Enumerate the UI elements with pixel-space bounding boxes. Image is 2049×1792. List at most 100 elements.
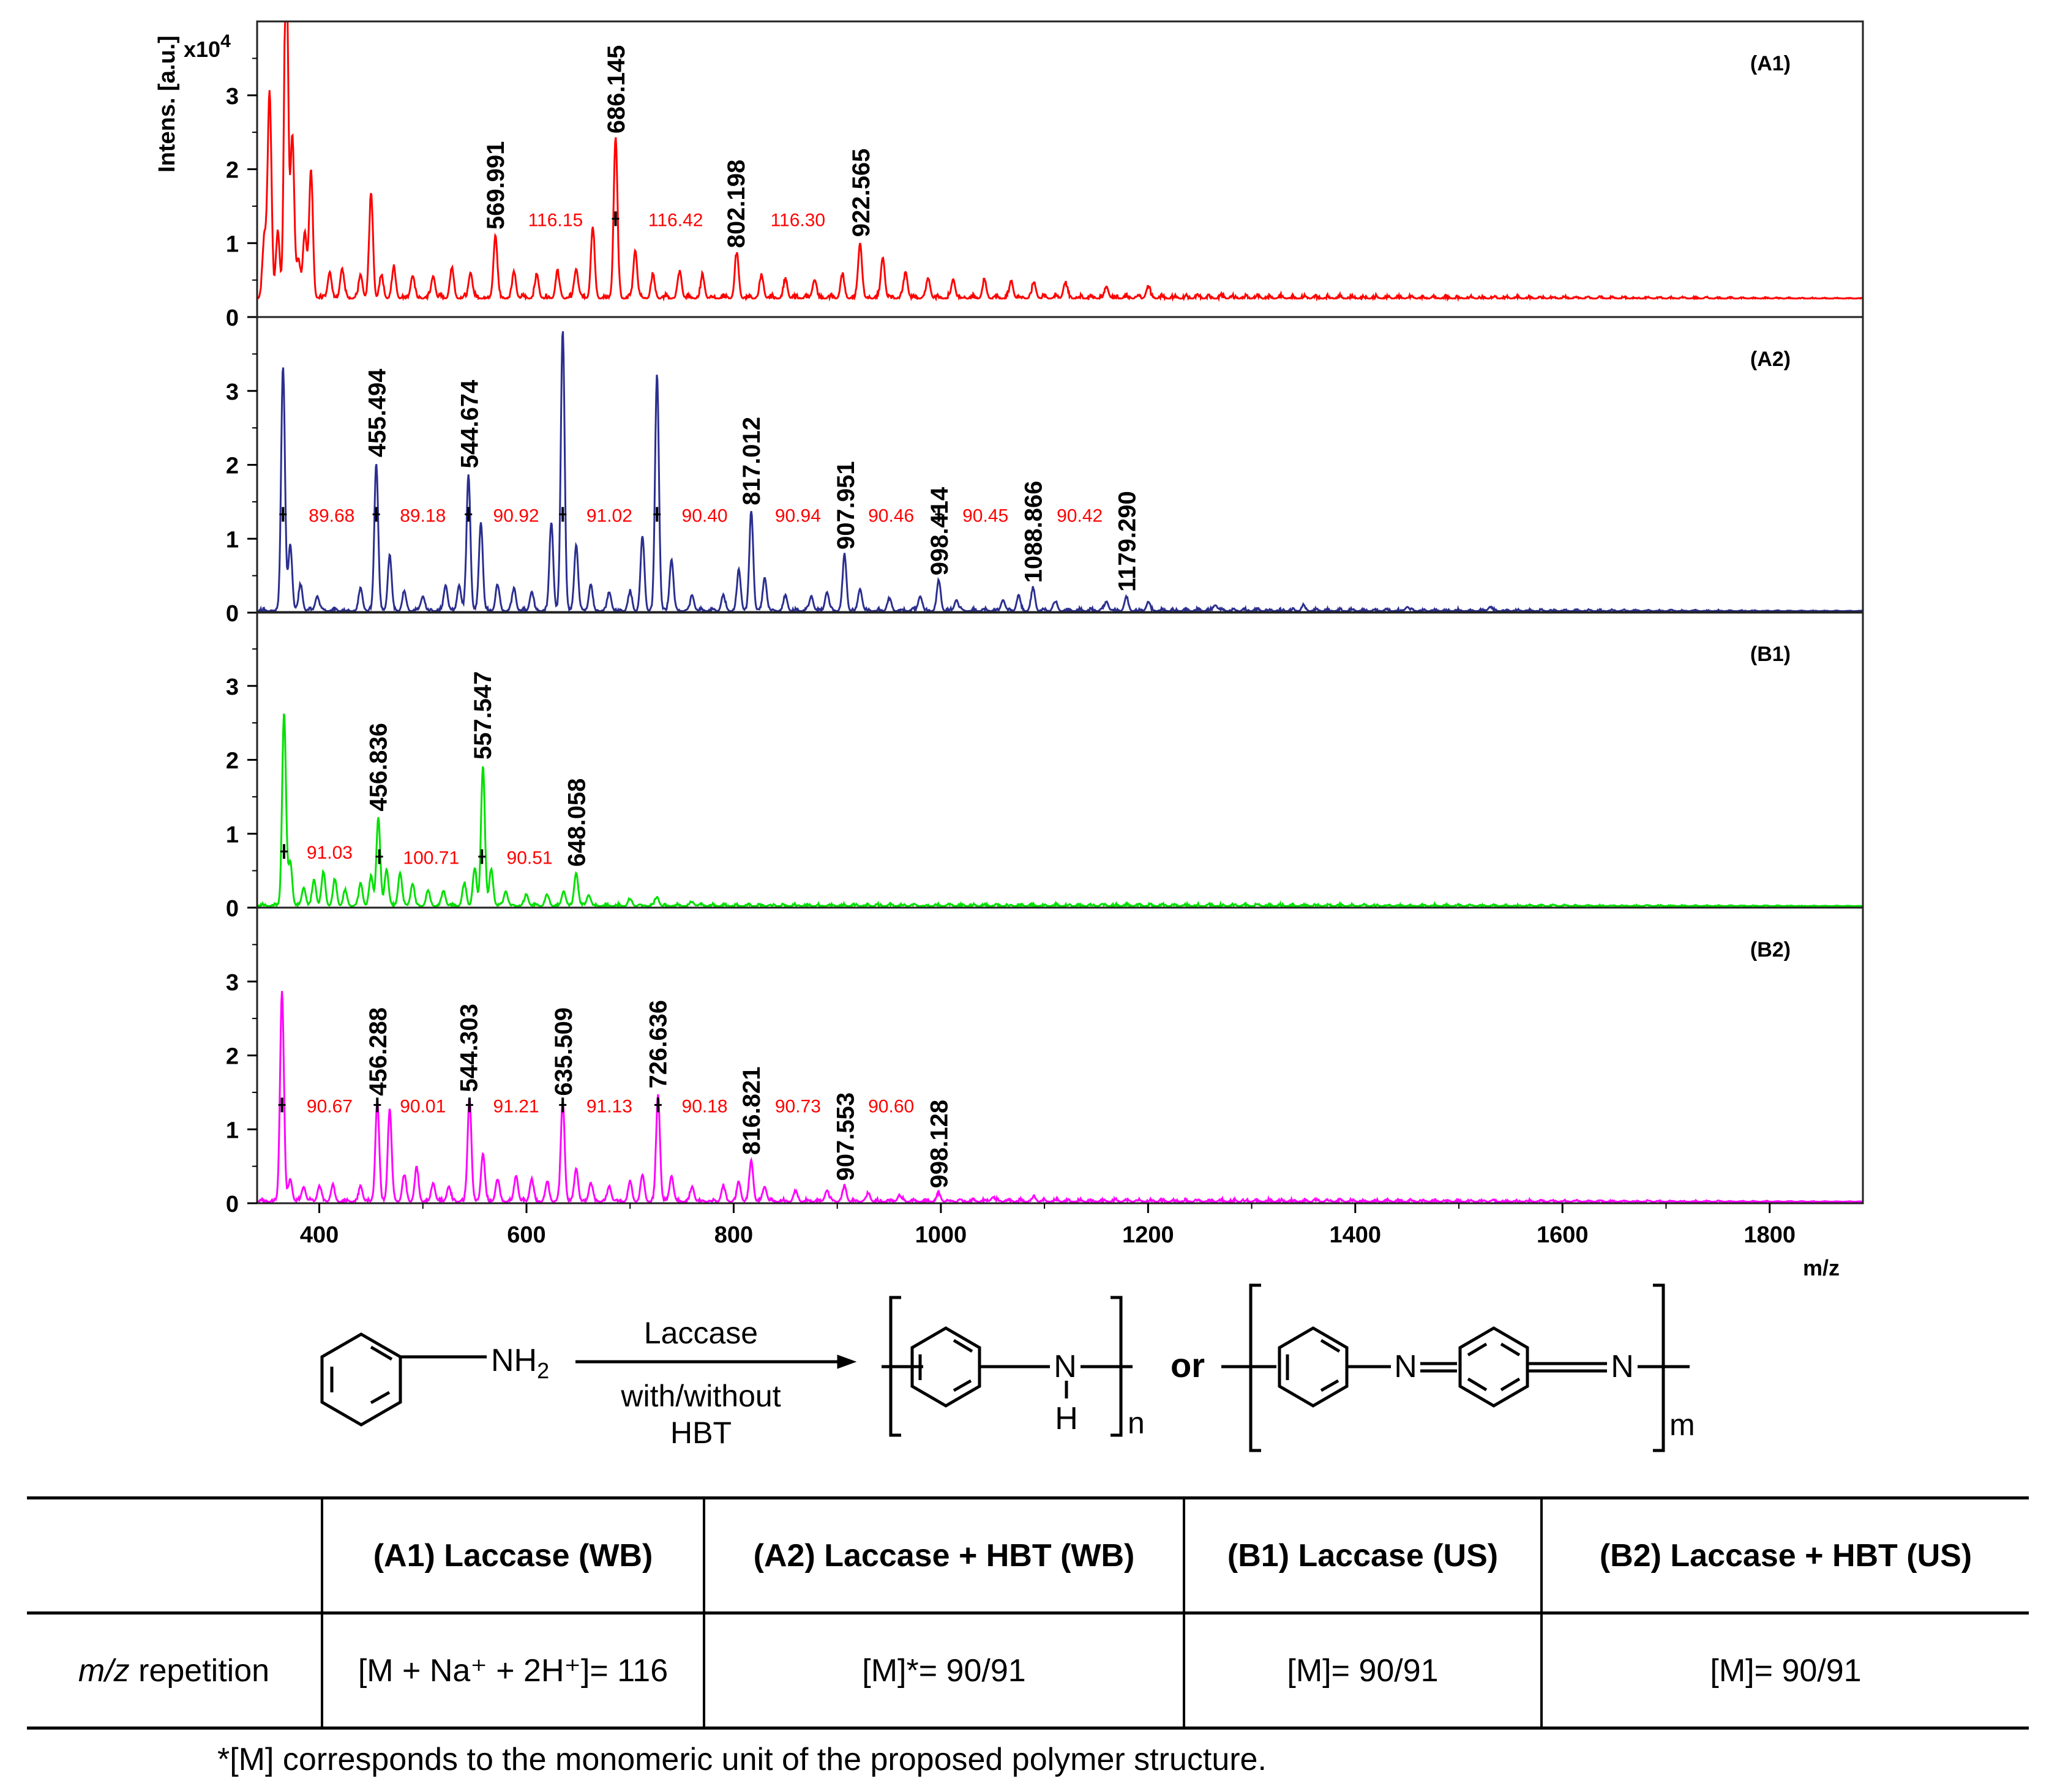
row-header: m/z repetition [27, 1613, 322, 1730]
peak-label: 456.288 [365, 1007, 392, 1096]
footnote: *[M] corresponds to the monomeric unit o… [217, 1742, 1267, 1777]
peak-label: 907.553 [832, 1092, 859, 1181]
peak-label: 544.674 [456, 379, 483, 468]
spacing-label: 91.02 [586, 506, 632, 526]
y-tick-label: 2 [226, 749, 239, 774]
imine-n2-label: N [1611, 1349, 1634, 1384]
spectrum-panel-a1: 0 1 2 3 (A1) 569.991 686.145 802.198 922.565 116.… [226, 20, 1864, 331]
imine-n1-label: N [1394, 1349, 1417, 1384]
x-tick-label: 800 [714, 1222, 753, 1248]
peak-label: 817.012 [738, 417, 765, 506]
amine-n-label: N [1054, 1349, 1077, 1384]
x-axis-label: m/z [1803, 1255, 1840, 1279]
y-tick-label: 1 [226, 231, 239, 257]
y-tick-label: 2 [226, 158, 239, 184]
peak-label: 569.991 [482, 141, 509, 230]
spacing-label: 90.01 [400, 1096, 446, 1116]
spacing-label: 91.21 [493, 1096, 539, 1116]
spacing-label: 90.45 [962, 506, 1008, 526]
spectrum-panel-b2: 0 1 2 3 (B2) 456.288 544.303 635.509 726.636 816.… [226, 906, 1864, 1217]
spacing-label: 90.73 [775, 1096, 821, 1116]
x-tick-label: 1600 [1537, 1222, 1589, 1248]
peak-label: 544.303 [456, 1004, 483, 1092]
y-tick-label: 3 [226, 970, 239, 996]
repeat-subscript-m: m [1669, 1408, 1695, 1442]
panel-frame [256, 906, 1864, 1204]
x-tick-label: 600 [507, 1222, 545, 1248]
table-cell: [M]= 90/91 [1183, 1613, 1541, 1730]
y-tick-label: 0 [226, 1192, 239, 1217]
x-tick-label: 1800 [1744, 1222, 1796, 1248]
condition-label-line1: with/without [620, 1379, 781, 1413]
peak-label: 998.128 [926, 1100, 953, 1189]
peak-label: 456.836 [365, 723, 392, 812]
table-header-row: (A1) Laccase (WB) (A2) Laccase + HBT (WB… [27, 1496, 2029, 1615]
spectrum-trace-b2 [257, 991, 1863, 1203]
y-tick-label: 1 [226, 1118, 239, 1143]
peak-label: 455.494 [364, 368, 391, 457]
y-tick-label: 3 [226, 84, 239, 110]
spacing-label: 90.92 [493, 506, 539, 526]
panel-label-b1: (B1) [1750, 643, 1791, 666]
reaction-arrow [575, 1354, 857, 1369]
spacing-label: 90.18 [682, 1096, 728, 1116]
spacing-label: 91.03 [307, 843, 353, 863]
table-row: m/z repetition [M + Na⁺ + 2H⁺]= 116 [M]*… [27, 1613, 2029, 1730]
peak-label: 1088.866 [1020, 481, 1047, 583]
y-tick-label: 1 [226, 822, 239, 848]
leucoemeraldine-repeat-unit [882, 1296, 1133, 1437]
panel-label-b2: (B2) [1750, 938, 1791, 961]
table-header-cell: (B1) Laccase (US) [1183, 1496, 1541, 1615]
table-header-cell: (A2) Laccase + HBT (WB) [703, 1496, 1184, 1615]
y-axis-label: Intens. [a.u.] [154, 35, 180, 173]
spacing-label: 91.13 [586, 1096, 632, 1116]
table-cell: [M]*= 90/91 [703, 1613, 1184, 1730]
peak-label: 802.198 [723, 160, 750, 248]
panel-label-a1: (A1) [1750, 52, 1791, 75]
amine-h-label: H [1055, 1401, 1078, 1436]
y-tick-label: 3 [226, 674, 239, 700]
spacing-label: 90.67 [307, 1096, 353, 1116]
y-multiplier: x104 [184, 31, 231, 62]
y-tick-label: 0 [226, 305, 239, 331]
spectrum-panel-b1: 0 1 2 3 (B1) 456.836 557.547 648.058 91.03 100.71… [226, 611, 1864, 922]
y-tick-label: 2 [226, 454, 239, 479]
spectrum-trace-b1 [257, 713, 1863, 908]
spectrum-panel-a2: 0 1 2 3 (A2) 455.494 544.674 817.012 907.951 998.… [226, 316, 1864, 627]
y-tick-label: 0 [226, 601, 239, 627]
y-tick-label: 2 [226, 1044, 239, 1070]
peak-label: 635.509 [550, 1007, 577, 1096]
x-tick-label: 400 [300, 1222, 339, 1248]
peak-label: 922.565 [848, 149, 875, 237]
panel-label-a2: (A2) [1750, 348, 1791, 371]
spacing-label: 116.42 [648, 210, 703, 230]
peak-label: 686.145 [603, 45, 630, 134]
spacing-label: 89.68 [309, 506, 354, 526]
peak-label: 1179.290 [1114, 491, 1141, 592]
x-tick-label: 1200 [1122, 1222, 1174, 1248]
peak-label: 907.951 [833, 461, 860, 550]
peak-label: 816.821 [738, 1067, 765, 1155]
y-tick-label: 0 [226, 896, 239, 922]
spacing-label: 90.51 [507, 848, 553, 868]
reagent-label: Laccase [644, 1316, 758, 1350]
reaction-scheme: NH2 Laccase with/without HBT N H n or N … [320, 1283, 1695, 1452]
table-header-cell: (A1) Laccase (WB) [321, 1496, 704, 1615]
spectrum-trace-a2 [257, 331, 1863, 613]
panel-frame [256, 611, 1864, 909]
table-cell: [M]= 90/91 [1540, 1613, 2029, 1730]
repeat-subscript-n: n [1128, 1406, 1145, 1440]
x-tick-label: 1400 [1330, 1222, 1382, 1248]
peak-label: 726.636 [645, 1000, 672, 1089]
spacing-label: 90.46 [868, 506, 914, 526]
or-connector: or [1171, 1346, 1205, 1384]
spectrum-trace-a1 [257, 21, 1863, 302]
table-cell: [M + Na⁺ + 2H⁺]= 116 [321, 1613, 704, 1730]
y-tick-label: 3 [226, 379, 239, 405]
spacing-label: 100.71 [403, 848, 459, 868]
spacing-label: 90.60 [868, 1096, 914, 1116]
spacing-label: 116.30 [771, 210, 826, 230]
repetition-table: (A1) Laccase (WB) (A2) Laccase + HBT (WB… [27, 1496, 2029, 1730]
peak-label: 648.058 [563, 778, 590, 867]
maldi-spectra-chart: 0 1 2 3 (A1) 569.991 686.145 802.198 922.565 116.… [154, 20, 1864, 1279]
